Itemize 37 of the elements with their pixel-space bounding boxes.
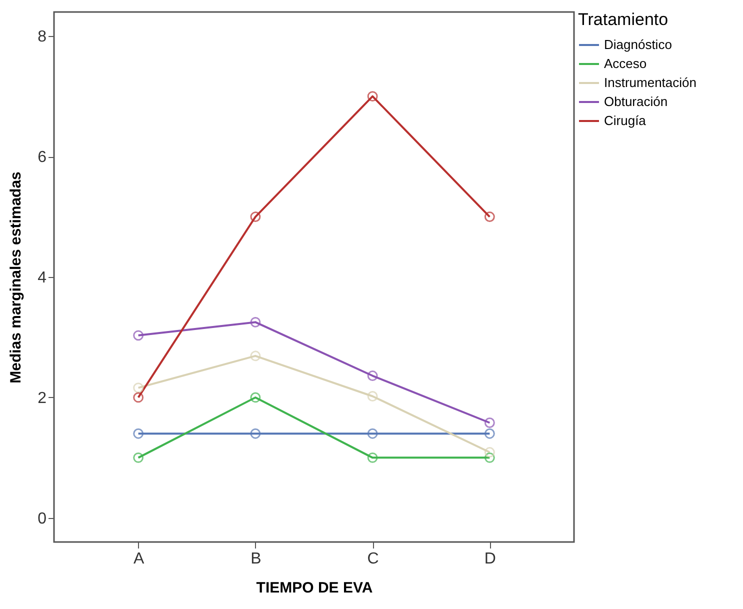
- point: [484, 447, 495, 458]
- point: [484, 428, 495, 439]
- legend-label: Diagnóstico: [604, 37, 672, 52]
- x-tick-label: B: [250, 550, 262, 568]
- y-tick-label: 4: [38, 270, 47, 286]
- point: [250, 212, 261, 222]
- y-tick-label: 0: [38, 510, 47, 528]
- x-tick-label: A: [133, 550, 144, 568]
- legend-title: Tratamiento: [578, 10, 668, 29]
- legend-label: Cirugía: [604, 113, 647, 128]
- legend-label: Instrumentación: [604, 75, 696, 90]
- point: [133, 330, 144, 341]
- x-axis-title: TIEMPO DE EVA: [256, 580, 373, 596]
- point: [250, 350, 261, 362]
- point: [133, 428, 144, 439]
- point: [367, 370, 378, 381]
- point: [133, 452, 144, 463]
- point: [250, 316, 261, 328]
- y-tick-label: 8: [38, 28, 47, 46]
- point: [367, 91, 378, 102]
- y-tick-label: 6: [38, 149, 47, 166]
- legend-label: Obturación: [604, 94, 668, 109]
- legend-label: Acceso: [604, 56, 647, 71]
- point: [367, 391, 378, 402]
- x-tick-label: D: [484, 550, 496, 568]
- point: [484, 212, 495, 222]
- point: [250, 392, 261, 403]
- point: [484, 452, 495, 463]
- y-axis-title: Medias marginales estimadas: [8, 172, 25, 384]
- point: [367, 428, 378, 439]
- point: [133, 382, 144, 394]
- point: [133, 392, 144, 403]
- y-tick-label: 2: [38, 390, 47, 407]
- point: [484, 418, 495, 428]
- point: [250, 428, 261, 439]
- x-tick-label: C: [367, 550, 379, 568]
- point: [367, 452, 378, 463]
